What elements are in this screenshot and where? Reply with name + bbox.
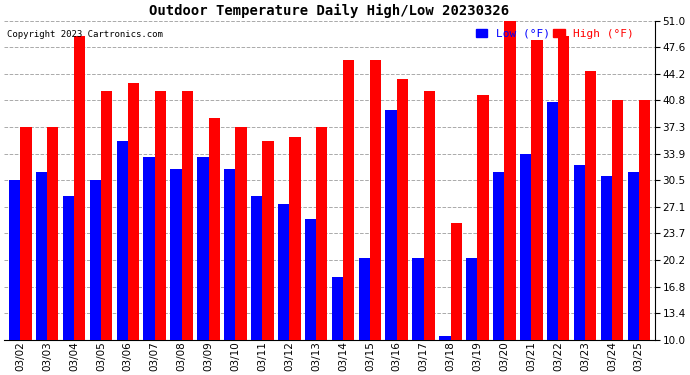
Bar xyxy=(600,176,612,340)
Bar xyxy=(305,219,316,340)
Bar xyxy=(397,79,408,340)
Bar xyxy=(466,258,477,340)
Bar xyxy=(289,138,301,340)
Bar xyxy=(386,110,397,340)
Bar xyxy=(155,91,166,340)
Bar xyxy=(170,169,181,340)
Bar xyxy=(612,100,623,340)
Bar xyxy=(493,172,504,340)
Bar xyxy=(9,180,20,340)
Bar xyxy=(627,172,639,340)
Bar xyxy=(20,128,32,340)
Bar xyxy=(639,100,650,340)
Bar xyxy=(440,336,451,340)
Bar xyxy=(477,95,489,340)
Title: Outdoor Temperature Daily High/Low 20230326: Outdoor Temperature Daily High/Low 20230… xyxy=(150,4,510,18)
Bar xyxy=(181,91,193,340)
Bar xyxy=(36,172,47,340)
Bar xyxy=(332,278,343,340)
Bar xyxy=(197,157,208,340)
Text: Copyright 2023 Cartronics.com: Copyright 2023 Cartronics.com xyxy=(8,30,164,39)
Bar xyxy=(359,258,370,340)
Bar xyxy=(90,180,101,340)
Bar xyxy=(74,36,86,340)
Bar xyxy=(451,223,462,340)
Bar xyxy=(251,196,262,340)
Bar xyxy=(558,36,569,340)
Bar xyxy=(144,157,155,340)
Bar xyxy=(224,169,235,340)
Bar xyxy=(370,60,381,340)
Bar xyxy=(63,196,74,340)
Bar xyxy=(504,17,515,340)
Bar xyxy=(262,141,274,340)
Bar xyxy=(101,91,112,340)
Bar xyxy=(235,128,247,340)
Bar xyxy=(424,91,435,340)
Bar xyxy=(573,165,585,340)
Bar xyxy=(47,128,59,340)
Bar xyxy=(316,128,327,340)
Legend: Low (°F), High (°F): Low (°F), High (°F) xyxy=(474,26,636,41)
Bar xyxy=(585,71,596,340)
Bar xyxy=(343,60,354,340)
Bar xyxy=(531,40,542,340)
Bar xyxy=(413,258,424,340)
Bar xyxy=(117,141,128,340)
Bar xyxy=(547,102,558,340)
Bar xyxy=(278,204,289,340)
Bar xyxy=(208,118,220,340)
Bar xyxy=(128,83,139,340)
Bar xyxy=(520,154,531,340)
